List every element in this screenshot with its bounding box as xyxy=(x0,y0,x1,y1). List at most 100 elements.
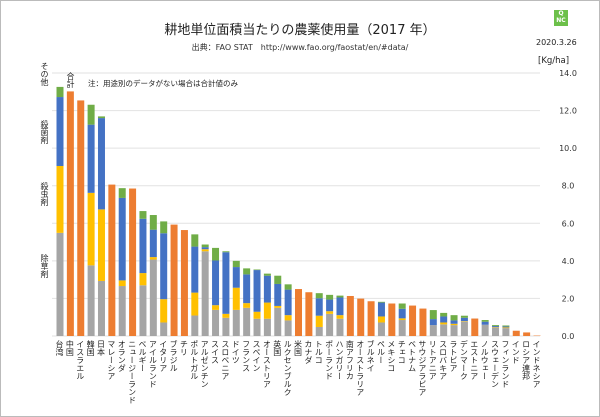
bar-segment xyxy=(212,247,220,261)
x-tick-label: 米国 xyxy=(293,340,303,356)
x-tick-label: ベルギー xyxy=(137,340,147,372)
legend-label-insecticide: 殺虫剤 xyxy=(40,182,49,206)
x-tick-label: オーストリア xyxy=(262,340,272,388)
bar-segment xyxy=(502,327,510,329)
bar-segment xyxy=(160,299,168,323)
x-tick-label: ドイツ xyxy=(231,340,241,364)
bar-segment xyxy=(263,302,271,319)
bar-segment xyxy=(284,315,292,321)
bar-segment xyxy=(429,319,437,326)
bar-segment xyxy=(118,197,126,281)
x-tick-label: スイス xyxy=(210,340,220,364)
x-tick-label: スロベニア xyxy=(220,340,230,380)
x-tick-label: ブルネイ xyxy=(366,340,376,372)
x-tick-label: イスラエル xyxy=(75,340,85,380)
bar-segment xyxy=(170,224,178,336)
chart-title: 耕地単位面積当たりの農薬使用量（2017 年） xyxy=(164,23,436,38)
bar-segment xyxy=(429,310,437,320)
bar-segment xyxy=(398,303,406,309)
bar-segment xyxy=(284,289,292,316)
bar-segment xyxy=(377,302,385,317)
bar-segment xyxy=(492,327,500,336)
bar-segment xyxy=(315,293,323,299)
y-tick-label: 10.0 xyxy=(559,144,577,153)
x-tick-label: 南アフリカ xyxy=(345,340,355,380)
bar-segment xyxy=(533,335,541,336)
bar-segment xyxy=(56,97,64,166)
bar-segment xyxy=(481,324,489,336)
x-tick-label: チリ xyxy=(179,340,189,356)
bar-segment xyxy=(87,124,95,193)
bar-segment xyxy=(315,298,323,316)
bar-segment xyxy=(336,318,344,336)
bar-segment xyxy=(263,273,271,276)
y-tick-label: 12.0 xyxy=(559,107,577,116)
x-tick-label: ニュージーランド xyxy=(127,340,137,404)
bar-segment xyxy=(87,104,95,125)
bar-segment xyxy=(326,311,334,314)
bar-segment xyxy=(336,315,344,319)
bar-segment xyxy=(149,259,157,336)
x-tick-label: 韓国 xyxy=(86,340,96,356)
x-tick-label: ペルー xyxy=(376,340,386,364)
x-tick-label: リトアニア xyxy=(428,340,438,380)
bar-segment xyxy=(232,267,240,288)
x-tick-label: カナダ xyxy=(303,340,313,364)
bar-segment xyxy=(440,322,448,325)
bar-segment xyxy=(460,315,468,318)
bar-segment xyxy=(450,323,458,326)
x-tick-label: インド xyxy=(511,340,521,364)
bar-segment xyxy=(367,301,375,336)
bar-segment xyxy=(191,234,199,247)
bar-segment xyxy=(97,209,105,281)
x-tick-label: スペイン xyxy=(252,340,262,372)
bar-segment xyxy=(212,309,220,336)
bar-segment xyxy=(429,325,437,336)
bar-segment xyxy=(492,325,500,327)
bar-segment xyxy=(357,298,365,336)
x-tick-label: 日本 xyxy=(96,340,106,356)
x-tick-label: イタリア xyxy=(158,340,168,372)
source-citation: 出典：FAO STAT http://www.fao.org/faostat/e… xyxy=(191,43,409,52)
bar-segment xyxy=(232,309,240,336)
bar-segment xyxy=(139,285,147,336)
bar-segment xyxy=(87,265,95,336)
bar-segment xyxy=(326,294,334,300)
x-tick-label: ベトナム xyxy=(407,340,417,372)
bar-segment xyxy=(149,257,157,260)
x-tick-label: ルクセンブルク xyxy=(283,340,293,396)
bar-segment xyxy=(149,215,157,230)
bar-segment xyxy=(502,326,510,328)
bar-segment xyxy=(243,303,251,308)
bar-segment xyxy=(232,287,240,310)
bar-segment xyxy=(118,286,126,336)
bar-segment xyxy=(160,322,168,336)
bar-segment xyxy=(274,305,282,308)
bar-segment xyxy=(450,325,458,336)
x-tick-label: フィンランド xyxy=(500,340,510,388)
bar-segment xyxy=(232,260,240,268)
bar-segment xyxy=(97,118,105,210)
x-tick-label: ノルウェー xyxy=(480,340,490,380)
bar-segment xyxy=(336,295,344,298)
bar-segment xyxy=(409,305,417,336)
bar-segment xyxy=(191,246,199,293)
bar-segment xyxy=(460,317,468,322)
bar-segment xyxy=(222,317,230,336)
bar-segment xyxy=(212,260,220,306)
y-tick-label: 0.0 xyxy=(562,332,575,341)
y-tick-label: 14.0 xyxy=(559,69,577,78)
bar-segment xyxy=(191,292,199,316)
qnc-logo: Q NC xyxy=(554,10,568,26)
bar-segment xyxy=(471,318,479,336)
bar-segment xyxy=(180,230,188,336)
legend-label-fungicide: 殺菌剤 xyxy=(40,120,49,144)
bar-segment xyxy=(450,315,458,321)
x-tick-label: サウジアラビア xyxy=(417,340,427,396)
bar-segment xyxy=(97,116,105,119)
bar-segment xyxy=(56,165,64,233)
bar-segment xyxy=(243,307,251,336)
x-tick-label: エストニア xyxy=(469,340,479,380)
bar-segment xyxy=(274,307,282,336)
